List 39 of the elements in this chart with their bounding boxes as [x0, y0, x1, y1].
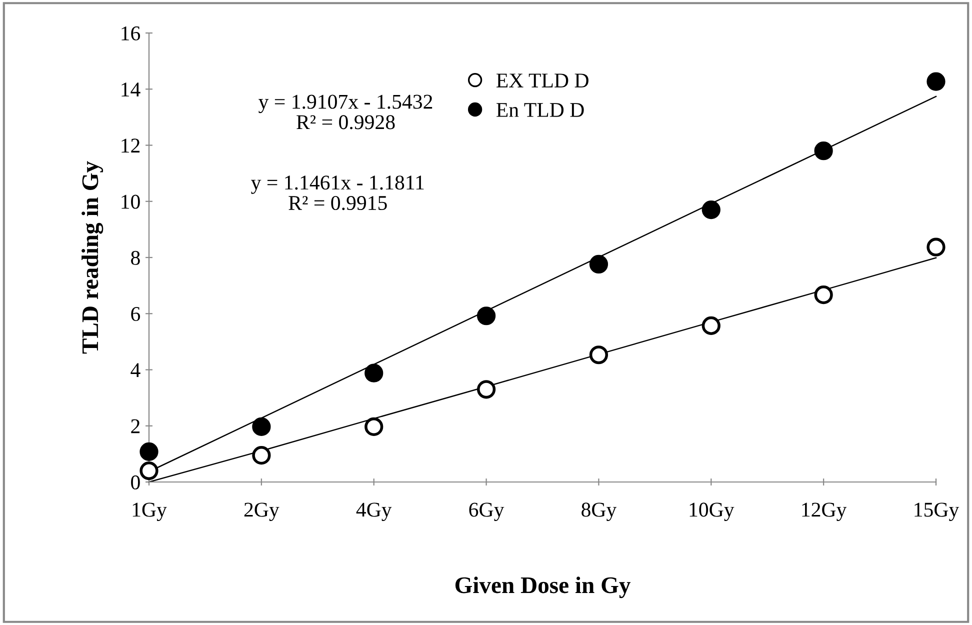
point — [926, 238, 946, 256]
legend-label: EX TLD D — [496, 74, 588, 88]
x-tick-label: 2Gy — [244, 502, 280, 522]
point — [252, 446, 271, 465]
point — [252, 417, 271, 436]
legend-label: En TLD D — [496, 103, 584, 117]
x-tick-label: 10Gy — [690, 502, 734, 522]
x-tick-label: 6Gy — [469, 502, 504, 522]
y-axis-title: TLD reading in Gy — [82, 161, 104, 354]
x-axis-title: Given Dose in Gy — [455, 576, 630, 598]
point — [140, 442, 158, 461]
y-tick-label: 4 — [130, 363, 140, 377]
point — [926, 72, 946, 91]
point — [589, 254, 608, 274]
y-tick-label: 16 — [122, 26, 140, 40]
annotation: y = 1.9107x - 1.5432 R² = 0.9928 — [258, 94, 432, 130]
y-tick-label: 14 — [122, 82, 140, 96]
point — [364, 364, 384, 382]
y-tick-label: 10 — [122, 194, 140, 209]
x-tick-label: 4Gy — [356, 502, 392, 522]
annotation: y = 1.1461x - 1.1811 R² = 0.9915 — [251, 176, 424, 210]
x-tick-label: 15Gy — [914, 502, 960, 522]
point — [476, 306, 496, 326]
point — [476, 380, 496, 399]
x-tick-label: 1Gy — [132, 502, 167, 522]
point — [589, 346, 608, 364]
y-tick-label: 2 — [131, 419, 140, 434]
point — [814, 286, 833, 304]
point — [702, 200, 720, 220]
x-tick-label: 12Gy — [802, 502, 847, 522]
y-tick-label: 0 — [131, 475, 140, 490]
point — [140, 461, 158, 480]
x-tick-label: 8Gy — [582, 502, 617, 522]
y-tick-label: 6 — [131, 307, 140, 322]
point — [364, 417, 384, 436]
point — [702, 316, 720, 335]
point — [814, 142, 833, 160]
y-tick-label: 8 — [131, 250, 140, 265]
y-tick-label: 12 — [122, 138, 140, 152]
